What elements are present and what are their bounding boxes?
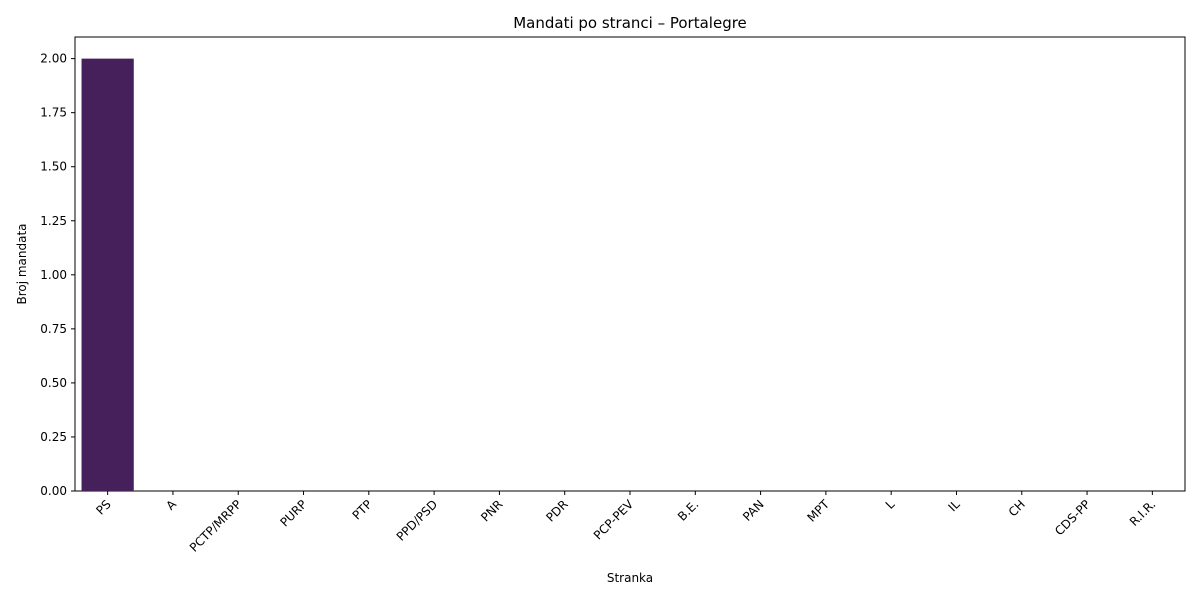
x-tick-label: PAN [740, 497, 767, 524]
x-tick-label: MPT [804, 497, 832, 525]
y-axis: 0.00 0.25 0.50 0.75 1.00 1.25 1.50 1.75 2.00 [40, 52, 75, 498]
plot-frame [74, 36, 1186, 492]
plot-area [74, 36, 1186, 492]
y-tick-label: 0.75 [40, 322, 67, 336]
bars-group [81, 58, 134, 491]
x-tick-label: R.I.R. [1127, 497, 1159, 529]
bar-ps [81, 58, 134, 491]
x-tick-label: PPD/PSD [394, 497, 441, 544]
x-tick-label: L [883, 497, 898, 512]
y-tick-label: 1.25 [40, 214, 67, 228]
x-tick-label: CDS-PP [1052, 497, 1093, 538]
y-tick-label: 0.50 [40, 376, 67, 390]
x-axis: PS A PCTP/MRPP PURP PTP PPD/PSD PNR PDR PCP-PEV B… [93, 491, 1158, 555]
x-tick-label: IL [945, 497, 962, 514]
chart-title: Mandati po stranci – Portalegre [513, 14, 747, 32]
x-tick-label: PTP [350, 497, 375, 522]
y-tick-label: 0.25 [40, 430, 67, 444]
x-tick-label: PURP [277, 497, 309, 529]
x-tick-label: PS [93, 497, 113, 517]
y-tick-label: 1.75 [40, 106, 67, 120]
x-tick-label: CH [1006, 497, 1028, 519]
y-tick-label: 2.00 [40, 52, 67, 66]
y-tick-label: 0.00 [40, 484, 67, 498]
x-axis-label: Stranka [607, 571, 653, 585]
y-axis-label: Broj mandata [15, 223, 29, 304]
x-tick-label: B.E. [675, 497, 701, 523]
x-tick-label: PNR [478, 497, 505, 524]
x-tick-label: PDR [543, 497, 570, 524]
x-tick-label: A [163, 497, 179, 513]
x-tick-label: PCTP/MRPP [187, 497, 245, 555]
x-tick-label: PCP-PEV [591, 497, 637, 543]
y-tick-label: 1.00 [40, 268, 67, 282]
y-tick-label: 1.50 [40, 160, 67, 174]
